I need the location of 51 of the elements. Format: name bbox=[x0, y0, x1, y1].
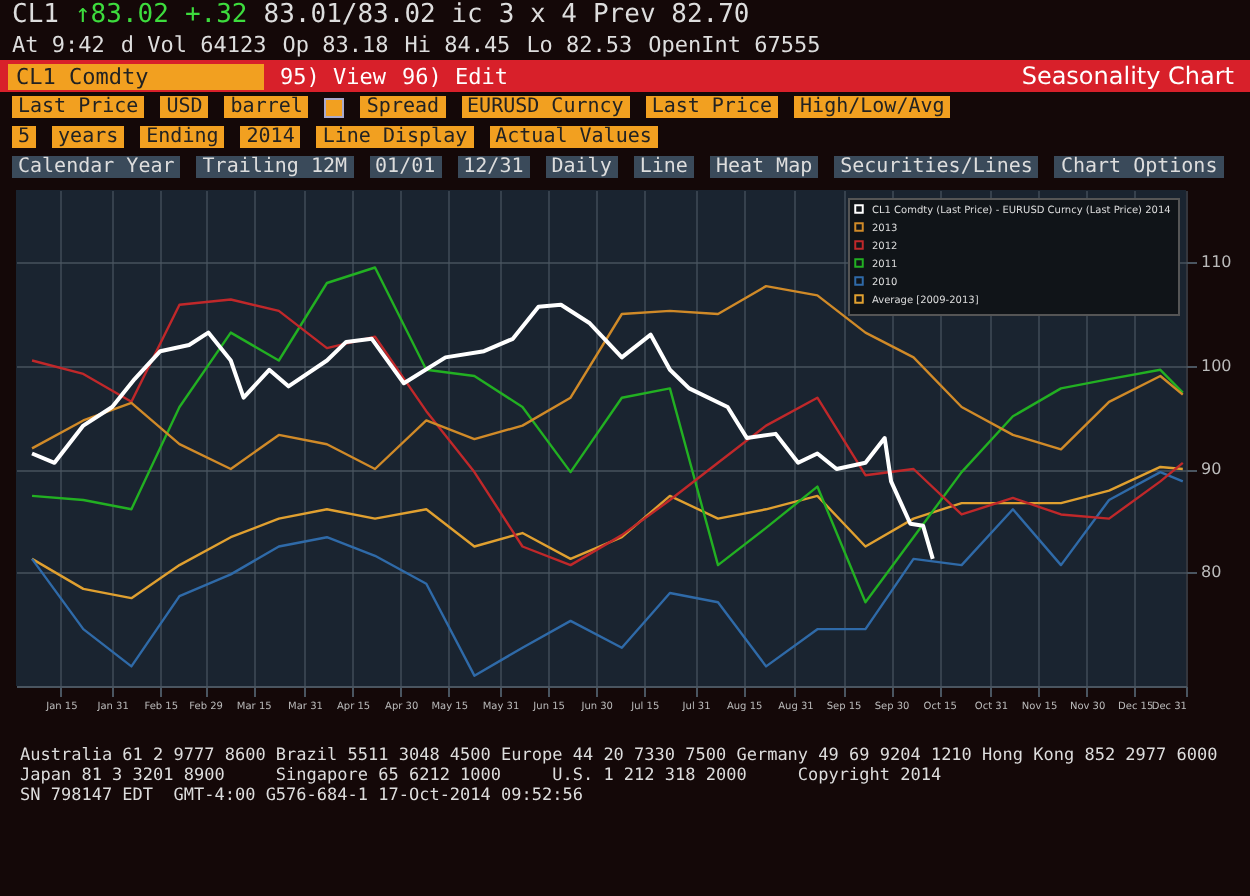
text: 83.01/83.02 ic bbox=[263, 0, 483, 30]
text: Australia 61 2 9777 8600 Brazil 5511 3048 4500 Europe 44 20 7330 7500 Germany 49 69 9204 1210 Hong Kong 852 2977 6000 bbox=[18, 746, 1220, 766]
text: Last Price bbox=[12, 96, 145, 118]
text: Daily bbox=[545, 156, 618, 178]
line-series bbox=[30, 470, 1184, 677]
text: d Vol 64123 bbox=[120, 32, 267, 58]
line-series bbox=[30, 284, 1184, 471]
text: EURUSD Curncy bbox=[461, 96, 630, 118]
text: ↑83.02 bbox=[74, 0, 169, 30]
text: At 9:42 bbox=[12, 32, 105, 58]
text: Calendar Year bbox=[12, 156, 181, 178]
text: Ending bbox=[140, 126, 225, 148]
text: Chart Options bbox=[1054, 156, 1224, 178]
text: Hi 84.45 bbox=[404, 32, 511, 58]
text: 12/31 bbox=[457, 156, 530, 178]
text: Heat Map bbox=[709, 156, 819, 178]
chart-title: Seasonality Chart bbox=[1021, 62, 1236, 90]
text: Securities/Lines bbox=[834, 156, 1039, 178]
text: barrel bbox=[224, 96, 309, 118]
text: High/Low/Avg bbox=[794, 96, 951, 118]
text: Op 83.18 bbox=[282, 32, 389, 58]
text: Trailing 12M bbox=[196, 156, 354, 178]
text: CL1 Comdty bbox=[8, 63, 264, 89]
text: Actual Values bbox=[489, 126, 658, 148]
text: SN 798147 EDT GMT-4:00 G576-684-1 17-Oct-2014 09:52:56 bbox=[18, 786, 585, 806]
y-tick-label: 110 bbox=[1201, 253, 1232, 272]
text: Line Display bbox=[316, 126, 474, 148]
text: OpenInt 67555 bbox=[648, 32, 821, 58]
y-tick-label: 100 bbox=[1201, 356, 1232, 375]
y-tick-label: 80 bbox=[1201, 563, 1222, 582]
line-series bbox=[30, 266, 1184, 604]
text: 96) Edit bbox=[401, 63, 508, 89]
line-series bbox=[30, 302, 935, 561]
text: Lo 82.53 bbox=[526, 32, 633, 58]
text: years bbox=[52, 126, 125, 148]
text: 95) View bbox=[280, 63, 386, 89]
line-series bbox=[30, 465, 1184, 600]
text: 5 bbox=[12, 126, 37, 148]
text: Prev 82.70 bbox=[592, 0, 750, 30]
text: CL1 bbox=[12, 0, 59, 30]
text: 2014 bbox=[240, 126, 301, 148]
text: Japan 81 3 3201 8900 Singapore 65 6212 1000 U.S. 1 212 318 2000 Copyright 2014 bbox=[18, 766, 944, 786]
text: Line bbox=[633, 156, 694, 178]
text: Spread bbox=[360, 96, 446, 118]
text: 01/01 bbox=[369, 156, 442, 178]
text: USD bbox=[160, 96, 209, 118]
line-series bbox=[30, 298, 1184, 567]
text: 3 x 4 bbox=[498, 0, 577, 30]
y-tick-label: 90 bbox=[1201, 460, 1222, 478]
text: Last Price bbox=[645, 96, 779, 118]
text: +.32 bbox=[184, 0, 248, 30]
